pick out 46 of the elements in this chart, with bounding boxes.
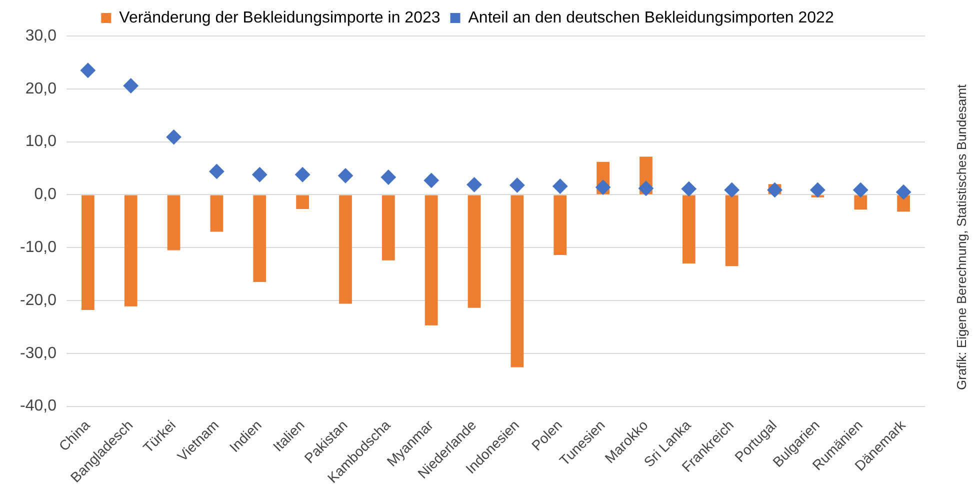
point (510, 178, 525, 193)
y-tick-label: 0,0 (34, 186, 57, 204)
point (552, 178, 568, 194)
y-tick-label: 30,0 (25, 27, 57, 44)
y-tick-label: -10,0 (20, 239, 57, 256)
point (123, 78, 138, 94)
legend-label: Veränderung der Bekleidungsimporte in 2023 (119, 9, 440, 26)
bar (81, 195, 94, 310)
bar (554, 195, 567, 256)
point (380, 170, 396, 185)
point (424, 172, 439, 188)
bar (210, 195, 224, 232)
bar (424, 195, 438, 326)
point (252, 167, 268, 182)
legend-label: Anteil an den deutschen Bekleidungsimporten 2022 (468, 9, 834, 26)
y-tick-label: -30,0 (20, 344, 57, 362)
point (466, 177, 482, 192)
bar (296, 195, 310, 209)
bar (854, 195, 868, 210)
point (724, 182, 740, 198)
point (166, 130, 182, 145)
y-tick-label: 10,0 (25, 133, 57, 150)
point (681, 181, 696, 196)
point (638, 180, 654, 196)
bar (468, 195, 481, 308)
bar (382, 195, 395, 260)
point (80, 62, 96, 78)
bar (167, 195, 180, 250)
y-tick-label: 20,0 (25, 80, 57, 98)
point (767, 182, 782, 198)
bar (339, 195, 352, 304)
bar (725, 195, 738, 266)
y-tick-label: -40,0 (20, 398, 57, 415)
point (853, 182, 868, 198)
point (209, 164, 224, 179)
bar (253, 195, 266, 282)
bar (124, 195, 138, 306)
bar (682, 195, 696, 264)
point (338, 168, 353, 184)
point (810, 182, 826, 198)
bar (510, 195, 524, 368)
point (295, 167, 310, 182)
y-tick-label: -20,0 (20, 292, 57, 309)
point (596, 180, 611, 195)
point (896, 184, 912, 200)
text: Grafik: Eigene Berechnung, Statistisches Bundesamt (954, 83, 969, 390)
